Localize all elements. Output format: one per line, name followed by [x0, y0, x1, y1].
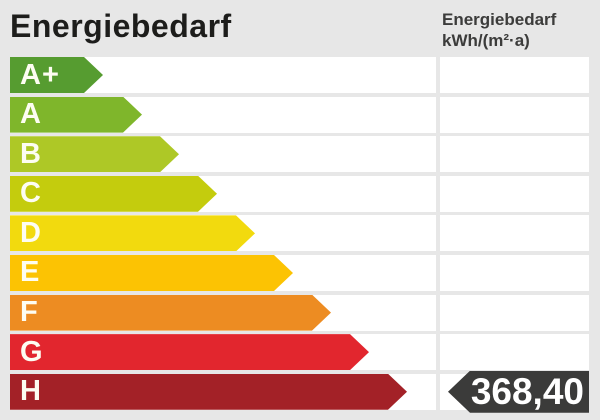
rating-row-c: C	[10, 175, 589, 212]
rating-bar-a: A	[10, 97, 142, 133]
rating-row-f: F	[10, 294, 589, 331]
rating-bar-label: A	[20, 98, 42, 131]
unit-header-line2: kWh/(m²·a)	[442, 31, 530, 50]
rating-row-g: G	[10, 334, 589, 371]
rating-bar-label: C	[20, 177, 42, 210]
row-strip-right	[440, 294, 589, 331]
rating-bar-h: H	[10, 374, 407, 410]
rating-bar-label: D	[20, 216, 42, 249]
rating-row-e: E	[10, 254, 589, 291]
rating-bar-a-plus: A+	[10, 57, 103, 93]
unit-header-line1: Energiebedarf	[442, 10, 557, 29]
row-strip-right	[440, 334, 589, 371]
rating-row-h: H 368,40	[10, 370, 589, 413]
row-strip-right	[440, 96, 589, 133]
value-badge: 368,40	[448, 370, 589, 413]
chart-title: Energiebedarf	[10, 8, 232, 44]
rating-bar-label: G	[20, 335, 44, 368]
rating-row-d: D	[10, 215, 589, 252]
row-strip-right	[440, 215, 589, 252]
rating-bar-c: C	[10, 176, 217, 212]
row-strip-right	[440, 57, 589, 93]
row-strip-right	[440, 136, 589, 173]
rating-bar-g: G	[10, 334, 369, 370]
rating-row-a: A	[10, 96, 589, 133]
unit-header: Energiebedarf kWh/(m²·a)	[442, 9, 556, 51]
rating-bar-label: H	[20, 375, 42, 408]
rating-bar-e: E	[10, 255, 293, 291]
rating-bar-b: B	[10, 136, 179, 172]
rating-bar-f: F	[10, 295, 331, 331]
rating-scale: A+ A B C D	[10, 57, 589, 413]
rating-bar-label: E	[20, 256, 41, 289]
value-badge-text: 368,40	[470, 371, 584, 413]
rating-row-b: B	[10, 136, 589, 173]
rating-bar-d: D	[10, 215, 255, 251]
rating-row-a-plus: A+	[10, 57, 589, 93]
row-strip-right	[440, 254, 589, 291]
rating-bar-label: A+	[20, 58, 60, 91]
rating-bar-label: F	[20, 296, 39, 329]
rating-bar-label: B	[20, 137, 42, 170]
row-strip-right	[440, 175, 589, 212]
